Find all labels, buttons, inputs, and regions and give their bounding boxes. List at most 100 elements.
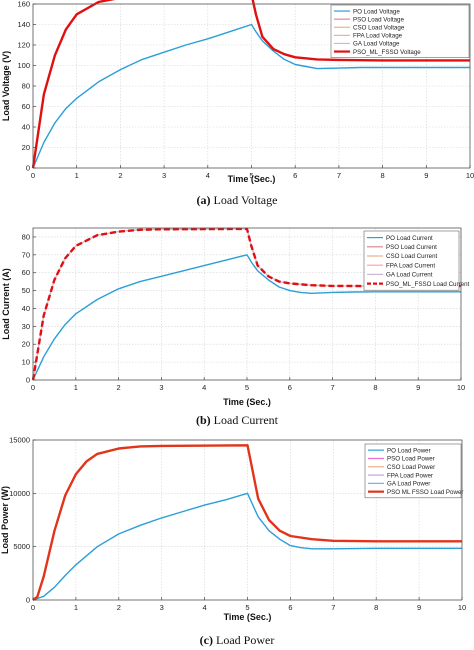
legend-label: PSO Load Voltage xyxy=(353,16,404,23)
y-tick-label: 20 xyxy=(22,143,30,152)
x-tick-label: 1 xyxy=(75,171,79,180)
x-tick-label: 7 xyxy=(331,603,335,612)
x-tick-label: 2 xyxy=(117,603,121,612)
legend-label: PSO_ML_FSSO Load Current xyxy=(386,281,470,288)
x-axis-label: Time (Sec.) xyxy=(223,397,271,407)
legend-box xyxy=(363,230,460,291)
y-tick-label: 10 xyxy=(22,358,30,367)
x-axis-label: Time (Sec.) xyxy=(224,612,272,622)
y-tick-label: 20 xyxy=(22,340,30,349)
y-tick-label: 100 xyxy=(17,61,30,70)
x-tick-label: 3 xyxy=(162,171,166,180)
x-tick-label: 7 xyxy=(331,383,335,392)
y-tick-label: 140 xyxy=(17,20,30,29)
y-tick-label: 60 xyxy=(22,268,30,277)
y-tick-label: 0 xyxy=(26,596,30,605)
y-axis-label: Load Current (A) xyxy=(1,268,11,340)
caption-text: Load Voltage xyxy=(213,193,278,207)
x-tick-label: 10 xyxy=(466,171,474,180)
x-tick-label: 4 xyxy=(202,383,206,392)
legend-label: PSO Load Power xyxy=(387,456,435,463)
x-tick-label: 8 xyxy=(374,603,378,612)
x-tick-label: 8 xyxy=(381,171,385,180)
legend-label: CSO Load Voltage xyxy=(353,24,405,31)
legend-box xyxy=(330,4,470,58)
legend-label: GA Load Power xyxy=(387,481,430,488)
legend-label: PO Load Current xyxy=(386,235,433,242)
y-tick-label: 80 xyxy=(22,82,30,91)
x-tick-label: 4 xyxy=(203,603,207,612)
caption-letter: (b) xyxy=(196,413,211,427)
x-tick-label: 1 xyxy=(74,603,78,612)
y-tick-label: 40 xyxy=(22,304,30,313)
y-axis-label: Load Power (W) xyxy=(0,486,10,554)
series-line xyxy=(32,254,461,381)
x-tick-label: 1 xyxy=(74,383,78,392)
y-tick-label: 80 xyxy=(22,232,30,241)
caption-load-voltage: (a) Load Voltage xyxy=(0,193,474,208)
series-line xyxy=(31,227,461,381)
y-tick-label: 70 xyxy=(22,250,30,259)
caption-text: Load Current xyxy=(213,413,278,427)
x-tick-label: 0 xyxy=(31,383,35,392)
y-tick-label: 40 xyxy=(22,123,30,132)
caption-letter: (c) xyxy=(199,633,213,647)
legend-label: PSO Load Current xyxy=(386,244,437,251)
load-power-chart: 0 1 2 3 4 5 6 7 8 9 10 0 5000 10000 15000 Time (Sec.) Lo… xyxy=(0,436,466,622)
legend-label: GA Load Voltage xyxy=(353,41,400,48)
x-tick-label: 3 xyxy=(160,603,164,612)
caption-load-current: (b) Load Current xyxy=(0,413,474,428)
x-tick-label: 5 xyxy=(245,603,249,612)
load-current-chart: 0 1 2 3 4 5 6 7 8 9 10 0 10 20 30 40 50 60 70 80 Time (Sec.)… xyxy=(1,227,470,407)
legend-label: FPA Load Voltage xyxy=(353,33,403,40)
legend-label: GA Load Current xyxy=(386,272,433,279)
caption-text: Load Power xyxy=(216,633,275,647)
y-tick-label: 0 xyxy=(26,376,30,385)
x-tick-label: 6 xyxy=(288,603,292,612)
x-tick-label: 2 xyxy=(118,171,122,180)
series-line xyxy=(32,444,462,601)
y-tick-label: 10000 xyxy=(9,489,30,498)
legend-label: PSO_ML_FSSO Voltage xyxy=(353,49,421,56)
y-tick-label: 60 xyxy=(22,102,30,111)
y-tick-label: 120 xyxy=(17,41,30,50)
legend-box xyxy=(364,443,462,499)
x-tick-label: 4 xyxy=(206,171,210,180)
legend-label: PO Load Voltage xyxy=(353,8,400,15)
y-tick-label: 160 xyxy=(17,0,30,9)
legend: PO Load Current PSO Load Current CSO Load … xyxy=(363,230,470,291)
legend-label: CSO Load Power xyxy=(387,464,435,471)
legend-label: FPA Load Power xyxy=(387,472,433,479)
caption-letter: (a) xyxy=(196,193,211,207)
series-group xyxy=(32,444,462,601)
x-tick-label: 0 xyxy=(31,171,35,180)
x-tick-label: 3 xyxy=(159,383,163,392)
legend-label: PSO ML FSSO Load Power xyxy=(387,489,463,496)
y-tick-label: 15000 xyxy=(9,436,30,445)
caption-load-power: (c) Load Power xyxy=(0,633,474,648)
series-group xyxy=(31,0,470,169)
series-line xyxy=(32,23,470,169)
y-tick-label: 30 xyxy=(22,322,30,331)
legend-label: PO Load Power xyxy=(387,447,431,454)
x-tick-label: 0 xyxy=(31,603,35,612)
legend-label: FPA Load Current xyxy=(386,262,435,269)
x-tick-label: 7 xyxy=(337,171,341,180)
x-tick-label: 10 xyxy=(458,603,466,612)
x-tick-label: 8 xyxy=(373,383,377,392)
x-tick-label: 9 xyxy=(417,603,421,612)
series-line xyxy=(32,492,462,601)
y-axis-label: Load Voltage (V) xyxy=(1,51,11,121)
x-axis-label: Time (Sec.) xyxy=(228,174,276,184)
x-tick-label: 9 xyxy=(416,383,420,392)
x-tick-label: 5 xyxy=(245,383,249,392)
y-tick-label: 50 xyxy=(22,286,30,295)
series-line xyxy=(31,0,470,169)
x-tick-label: 10 xyxy=(457,383,465,392)
legend-label: CSO Load Current xyxy=(386,253,438,260)
y-tick-label: 5000 xyxy=(13,542,30,551)
y-tick-label: 0 xyxy=(26,164,30,173)
